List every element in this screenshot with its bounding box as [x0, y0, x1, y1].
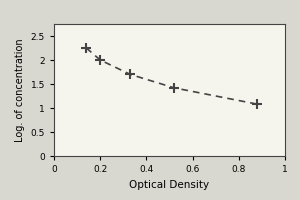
Y-axis label: Log. of concentration: Log. of concentration	[15, 38, 25, 142]
X-axis label: Optical Density: Optical Density	[129, 180, 210, 190]
